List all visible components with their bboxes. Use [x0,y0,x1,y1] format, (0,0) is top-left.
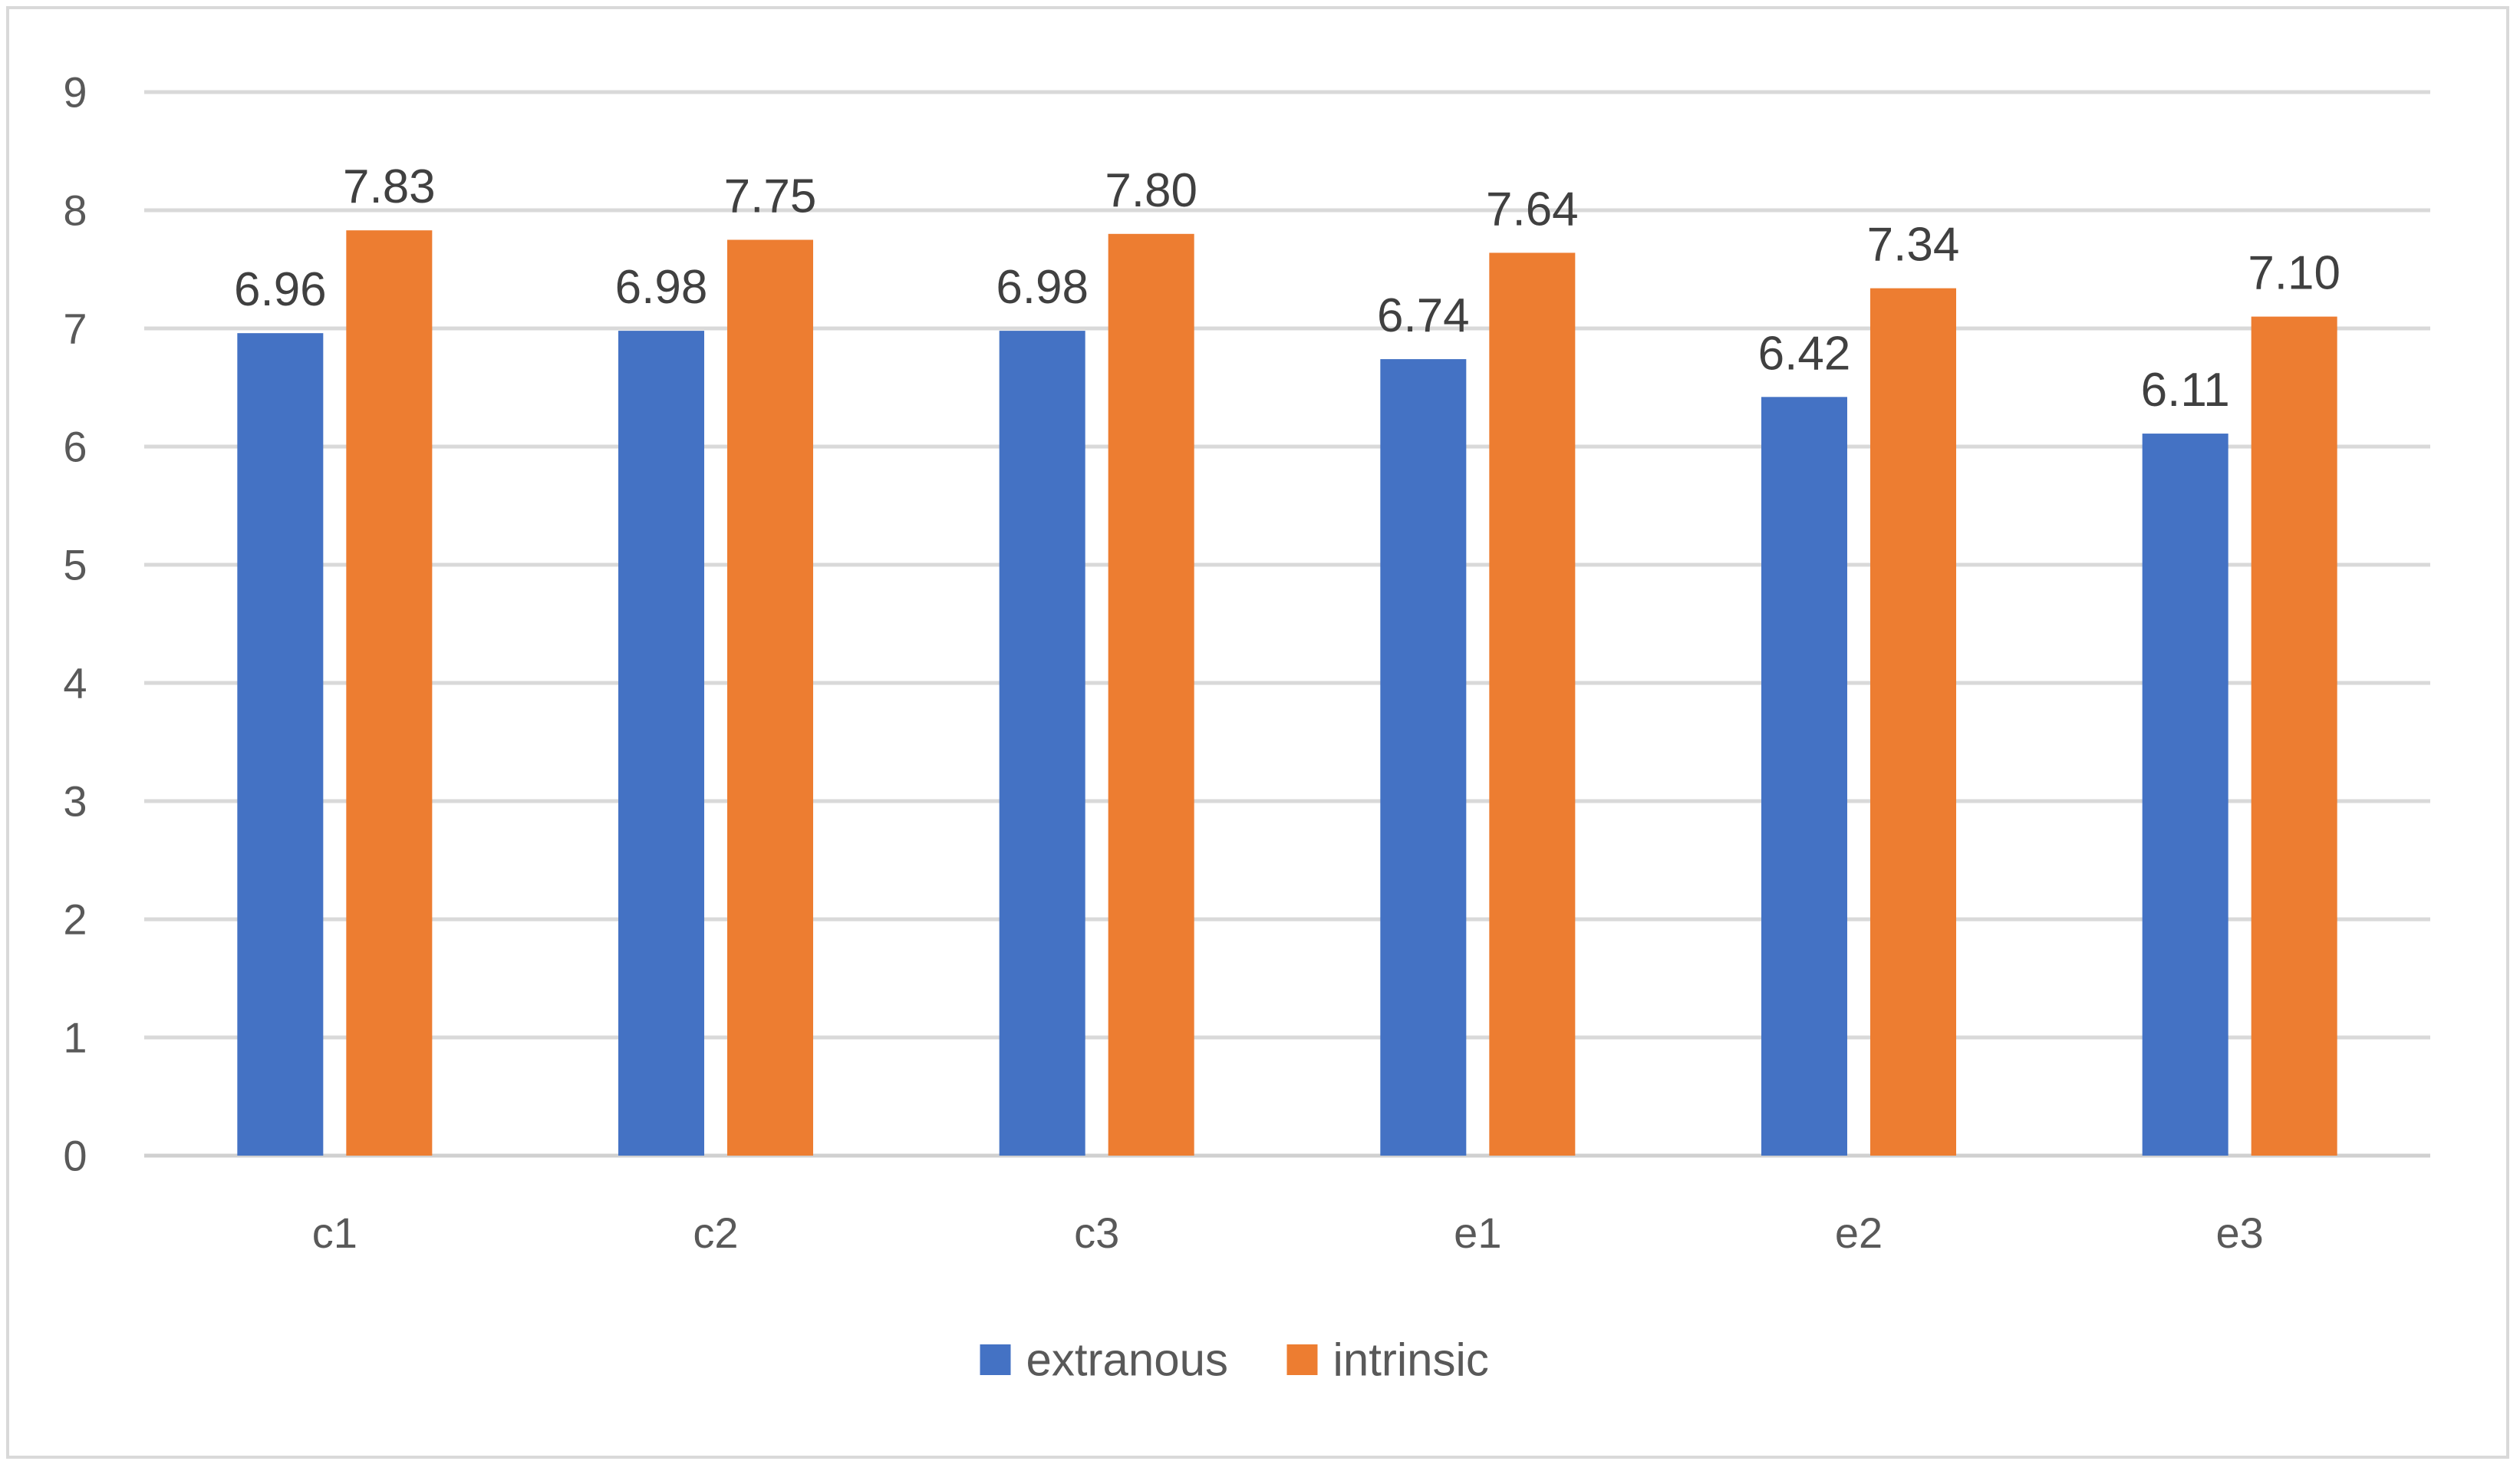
bar-extranous-c1 [237,333,324,1156]
x-tick-label: c1 [312,1209,357,1257]
y-tick-label: 0 [63,1132,87,1180]
bars [237,230,2337,1156]
legend-label-extranous: extranous [1026,1334,1229,1386]
data-labels: 6.96 7.83 6.98 7.75 6.98 7.80 6.74 7.64 6.42 7.34… [234,160,2340,417]
bar-extranous-c3 [999,331,1085,1156]
data-label: 6.74 [1377,289,1470,342]
legend-swatch-intrinsic [1286,1344,1318,1375]
bar-extranous-e3 [2142,434,2228,1156]
data-label: 6.96 [234,263,327,316]
data-label: 7.80 [1105,164,1197,217]
y-tick-label: 8 [63,186,87,235]
gridlines [144,90,2430,1158]
legend: extranous intrinsic [980,1334,1489,1386]
y-tick-label: 2 [63,895,87,944]
bar-extranous-c2 [618,331,704,1156]
bar-intrinsic-c1 [346,230,433,1156]
data-label: 7.34 [1867,219,1960,272]
bar-extranous-e1 [1380,359,1467,1156]
x-axis: c1 c2 c3 e1 e2 e3 [312,1209,2264,1257]
data-label: 6.42 [1758,327,1851,380]
x-tick-label: c2 [693,1209,738,1257]
bar-intrinsic-e1 [1489,252,1576,1156]
y-tick-label: 3 [63,777,87,826]
y-tick-label: 6 [63,423,87,471]
x-tick-label: e2 [1835,1209,1883,1257]
y-axis: 0 1 2 3 4 5 6 7 8 9 [63,68,87,1180]
y-tick-label: 5 [63,541,87,589]
data-label: 7.75 [724,170,817,223]
data-label: 6.98 [615,261,708,314]
bar-extranous-e2 [1761,397,1847,1156]
y-tick-label: 9 [63,68,87,117]
y-tick-label: 7 [63,305,87,353]
bar-intrinsic-e2 [1870,288,1956,1156]
x-tick-label: e3 [2216,1209,2264,1257]
x-tick-label: c3 [1074,1209,1119,1257]
legend-swatch-extranous [980,1344,1011,1375]
data-label: 7.10 [2248,247,2340,300]
y-tick-label: 1 [63,1014,87,1062]
data-label: 6.98 [996,261,1089,314]
bar-intrinsic-c3 [1108,233,1194,1156]
bar-intrinsic-e3 [2251,316,2337,1156]
data-label: 7.83 [343,160,436,213]
x-tick-label: e1 [1454,1209,1501,1257]
bar-intrinsic-c2 [727,239,813,1156]
legend-label-intrinsic: intrinsic [1333,1334,1489,1386]
data-label: 7.64 [1486,183,1579,236]
data-label: 6.11 [2141,364,2230,417]
y-tick-label: 4 [63,659,87,707]
